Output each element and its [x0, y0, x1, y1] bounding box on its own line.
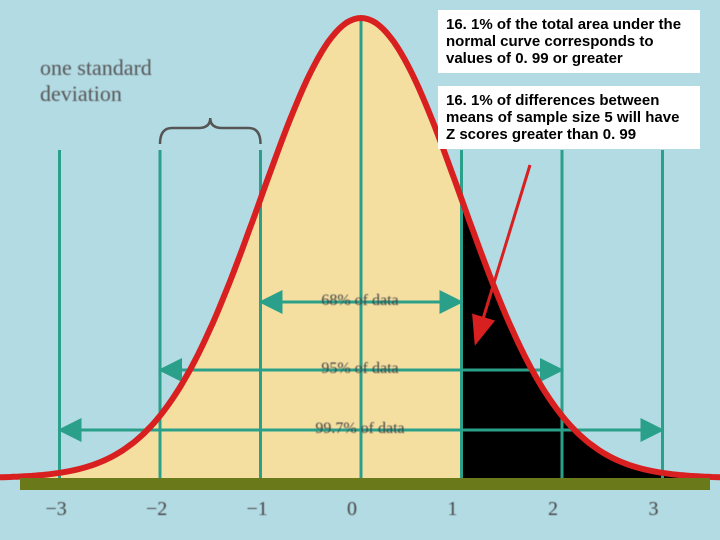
x-axis-base: [20, 478, 710, 490]
band-label-997: 99.7% of data: [302, 420, 418, 438]
band-label-68: 68% of data: [310, 292, 410, 310]
axis-tick-1: 1: [448, 498, 458, 521]
annotation-text-1: 16. 1% of the total area under the norma…: [446, 16, 681, 67]
std-dev-label: one standard deviation: [40, 55, 152, 107]
axis-tick--1: −1: [247, 498, 268, 521]
axis-tick--2: −2: [146, 498, 167, 521]
band-label-95: 95% of data: [310, 360, 410, 378]
axis-tick-2: 2: [548, 498, 558, 521]
axis-tick-0: 0: [347, 498, 357, 521]
annotation-text-2: 16. 1% of differences between means of s…: [446, 92, 679, 143]
annotation-box-2: 16. 1% of differences between means of s…: [438, 86, 700, 149]
std-dev-label-line2: deviation: [40, 81, 152, 107]
axis-tick--3: −3: [46, 498, 67, 521]
annotation-box-1: 16. 1% of the total area under the norma…: [438, 10, 700, 73]
std-dev-label-line1: one standard: [40, 55, 152, 81]
axis-tick-3: 3: [649, 498, 659, 521]
